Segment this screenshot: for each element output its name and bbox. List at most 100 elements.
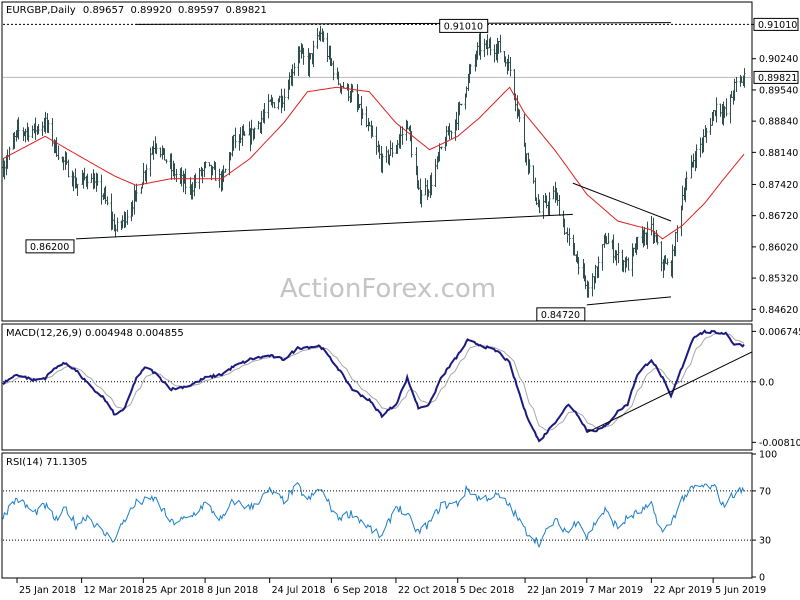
price-bar	[709, 118, 712, 136]
price-bar	[361, 108, 364, 119]
price-bar	[597, 256, 600, 278]
price-bar	[319, 25, 322, 42]
price-bar	[671, 244, 674, 279]
price-top-trendline	[135, 22, 672, 25]
price-bar	[399, 126, 402, 149]
price-bar	[719, 103, 722, 117]
price-trendlines	[75, 22, 672, 306]
price-bar	[725, 98, 728, 117]
price-bar	[170, 153, 173, 181]
price-bar	[104, 185, 107, 204]
rsi-y-tick-label: 100	[759, 450, 777, 461]
price-bar	[67, 159, 70, 178]
price-trendline	[586, 296, 672, 306]
rsi-panel-frame	[1, 452, 753, 579]
price-bar	[735, 76, 738, 92]
macd-y-tick-label: 0.0	[759, 377, 774, 388]
price-bar	[96, 173, 99, 186]
price-level-annotation-label: 0.84720	[541, 310, 580, 321]
price-bar	[131, 200, 134, 217]
price-y-tick-label: 0.84620	[759, 305, 798, 316]
time-axis: 25 Jan 2018 12 Mar 2018 25 Apr 2018 8 Jun 2…	[16, 578, 766, 596]
price-bar	[528, 159, 531, 174]
price-high: 0.89920	[130, 5, 171, 16]
price-bar	[283, 88, 286, 111]
watermark: ActionForex.com	[280, 274, 496, 304]
price-bar	[326, 32, 329, 62]
price-bar	[420, 189, 423, 208]
price-bar	[563, 218, 566, 236]
price-bar	[476, 42, 479, 60]
price-bar	[309, 53, 312, 60]
price-bars	[2, 25, 746, 298]
price-bar	[253, 127, 256, 140]
price-bar	[396, 139, 399, 154]
price-bar	[55, 137, 58, 157]
price-bar	[743, 68, 746, 88]
price-low: 0.89597	[178, 5, 219, 16]
price-bar	[674, 231, 677, 257]
price-bar	[660, 241, 663, 272]
price-bar	[636, 236, 639, 250]
time-axis-tick-label: 25 Apr 2018	[145, 585, 204, 596]
price-bar	[650, 216, 653, 236]
price-bar	[273, 102, 276, 109]
price-bar	[532, 165, 535, 184]
price-level-annotation: 0.84720	[536, 307, 586, 322]
price-bar	[622, 260, 625, 273]
price-bar	[368, 121, 371, 127]
price-bar	[430, 172, 433, 196]
price-bar	[263, 103, 266, 124]
price-bar	[163, 148, 166, 161]
price-bar	[450, 130, 453, 139]
price-bar	[278, 95, 281, 103]
price-bar	[542, 195, 545, 219]
time-axis-tick-label: 22 Oct 2018	[398, 585, 457, 596]
price-bar	[126, 209, 129, 225]
price-bar	[577, 257, 580, 275]
price-bar	[548, 192, 551, 216]
price-bar	[31, 125, 34, 139]
price-bar	[427, 189, 430, 197]
time-axis-tick-label: 22 Jan 2019	[527, 585, 584, 596]
price-bar	[632, 247, 635, 257]
price-bar	[37, 124, 40, 135]
price-bar	[699, 137, 702, 158]
price-bar	[232, 134, 235, 151]
macd-y-axis: 0.006745 0.0 -0.008109	[3, 327, 800, 449]
price-bar	[13, 131, 16, 149]
price-y-tick-label: 0.89540	[759, 85, 798, 96]
price-bar	[535, 197, 538, 206]
time-axis-tick-label: 5 Jun 2019	[715, 585, 766, 596]
price-close: 0.89821	[226, 5, 267, 16]
price-bar	[243, 131, 246, 137]
price-bar	[121, 215, 124, 229]
price-bar	[211, 166, 214, 176]
price-bar	[723, 106, 726, 119]
price-bar	[438, 143, 441, 162]
price-bar	[106, 196, 109, 206]
price-bar	[8, 146, 11, 160]
price-bar	[489, 37, 492, 56]
price-bar	[184, 168, 187, 195]
price-bar	[486, 34, 489, 56]
price-bar	[460, 103, 463, 106]
price-y-tick-label: 0.88140	[759, 148, 798, 159]
price-level-annotation-label: 0.86200	[30, 242, 69, 253]
price-bar	[114, 224, 117, 238]
price-bar	[591, 273, 594, 297]
resistance-price-label: 0.91010	[758, 20, 797, 31]
price-bar	[180, 167, 183, 187]
price-bar	[664, 254, 667, 264]
time-axis-tick-label: 12 Mar 2018	[84, 585, 144, 596]
price-level-annotation-label: 0.91010	[444, 21, 483, 32]
price-bar	[445, 125, 448, 147]
price-bar	[568, 228, 571, 246]
price-bar	[685, 171, 688, 191]
price-bar	[378, 144, 381, 159]
time-axis-tick-label: 5 Dec 2018	[460, 585, 515, 596]
price-bar	[385, 146, 388, 163]
time-axis-tick-label: 22 Apr 2019	[653, 585, 712, 596]
price-bar	[83, 167, 86, 181]
price-bar	[705, 127, 708, 143]
